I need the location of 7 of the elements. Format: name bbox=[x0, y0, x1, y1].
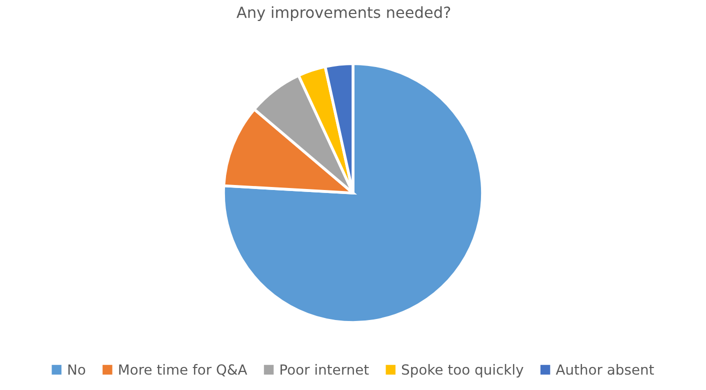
pie-slice bbox=[222, 62, 484, 324]
chart-title: Any improvements needed? bbox=[236, 6, 450, 22]
legend-label: Poor internet bbox=[280, 364, 369, 375]
legend-label: Author absent bbox=[556, 364, 654, 375]
legend-label: More time for Q&A bbox=[119, 364, 248, 376]
legend-label: No bbox=[68, 364, 86, 375]
legend-label: Spoke too quickly bbox=[402, 364, 524, 378]
